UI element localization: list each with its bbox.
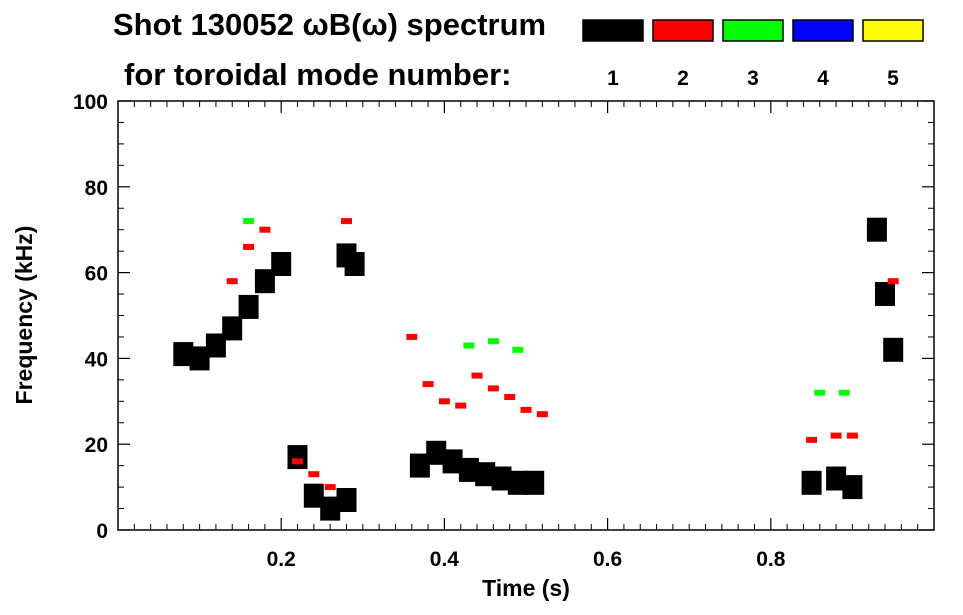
legend-swatch-4: [792, 19, 854, 42]
data-point-mode-1-25: [875, 282, 895, 306]
y-tick-label: 20: [85, 434, 108, 457]
data-point-mode-1-6: [271, 252, 292, 276]
data-point-mode-3-0: [243, 218, 255, 225]
data-point-mode-1-0: [173, 342, 194, 367]
data-point-mode-3-3: [512, 346, 524, 353]
data-point-mode-1-8: [303, 483, 324, 508]
data-point-mode-2-10: [455, 402, 467, 409]
data-point-mode-1-12: [344, 252, 365, 276]
x-tick-label: 0.6: [593, 548, 622, 571]
data-point-mode-2-3: [292, 458, 303, 465]
legend-label-5: 5: [887, 67, 899, 90]
legend-label-4: 4: [817, 67, 829, 90]
data-point-mode-1-18: [491, 466, 512, 491]
y-tick-label: 80: [85, 177, 108, 200]
data-point-mode-1-7: [287, 445, 308, 470]
data-point-mode-2-17: [830, 432, 842, 439]
chart-title: Shot 130052 ωB(ω) spectrum: [113, 7, 546, 42]
data-point-mode-3-2: [487, 338, 499, 345]
data-point-mode-2-15: [536, 411, 548, 418]
data-point-mode-1-9: [320, 496, 341, 521]
data-point-mode-2-9: [438, 398, 450, 405]
data-point-mode-2-19: [887, 278, 899, 285]
legend-swatch-3: [722, 19, 784, 42]
data-point-mode-1-23: [842, 475, 863, 500]
data-point-mode-2-5: [324, 484, 336, 491]
data-point-mode-2-14: [520, 406, 532, 413]
y-tick-label: 40: [85, 348, 108, 371]
data-point-mode-2-6: [341, 218, 352, 225]
data-point-mode-1-22: [826, 466, 847, 491]
data-point-mode-2-1: [243, 243, 255, 250]
data-point-mode-1-19: [507, 470, 528, 495]
data-point-mode-1-21: [801, 470, 822, 495]
legend-swatch-1: [582, 19, 644, 42]
data-point-mode-1-10: [336, 488, 357, 512]
x-tick-label: 0.8: [756, 548, 786, 571]
legend-swatch-5: [862, 19, 924, 42]
data-point-mode-1-1: [189, 346, 210, 371]
data-point-mode-1-13: [409, 453, 430, 478]
data-point-mode-1-15: [442, 449, 463, 474]
chart-subtitle: for toroidal mode number:: [124, 57, 512, 92]
legend-swatch-2: [652, 19, 714, 42]
data-point-mode-2-7: [406, 333, 418, 340]
data-point-mode-2-0: [226, 278, 238, 285]
data-point-mode-1-26: [883, 337, 904, 362]
y-tick-label: 60: [85, 263, 108, 286]
data-point-mode-2-4: [308, 471, 320, 478]
data-point-mode-2-16: [806, 436, 818, 443]
y-tick-label: 0: [96, 520, 108, 543]
legend-label-2: 2: [677, 67, 689, 90]
axes: 0.2 0.4 0.6 0.8 0 20 40 60 80 100: [73, 91, 934, 571]
data-point-mode-1-20: [524, 470, 545, 495]
data-point-mode-1-5: [254, 269, 275, 294]
data-point-mode-1-4: [238, 294, 259, 319]
legend-label-3: 3: [747, 67, 759, 90]
data-point-mode-1-24: [866, 217, 887, 242]
data-point-mode-1-17: [475, 462, 496, 487]
data-point-mode-3-1: [463, 342, 475, 349]
legend: 1 2 3 4 5: [582, 19, 924, 90]
y-tick-label: 100: [73, 91, 108, 114]
x-tick-label: 0.2: [267, 548, 296, 571]
x-tick-label: 0.4: [430, 548, 460, 571]
data-layer: [173, 217, 904, 521]
data-point-mode-2-18: [846, 432, 858, 439]
data-point-mode-1-16: [458, 457, 479, 482]
data-point-mode-1-3: [222, 316, 243, 341]
data-point-mode-2-12: [487, 385, 499, 392]
data-point-mode-3-5: [838, 389, 850, 396]
x-axis-label: Time (s): [482, 575, 570, 601]
legend-label-1: 1: [607, 67, 619, 90]
data-point-mode-2-8: [422, 381, 434, 388]
data-point-mode-2-11: [471, 372, 483, 379]
data-point-mode-3-4: [814, 389, 826, 396]
data-point-mode-1-14: [426, 440, 447, 465]
y-axis-label: Frequency (kHz): [11, 226, 37, 405]
data-point-mode-2-2: [259, 226, 271, 233]
data-point-mode-1-2: [205, 333, 226, 358]
data-point-mode-2-13: [504, 394, 516, 400]
